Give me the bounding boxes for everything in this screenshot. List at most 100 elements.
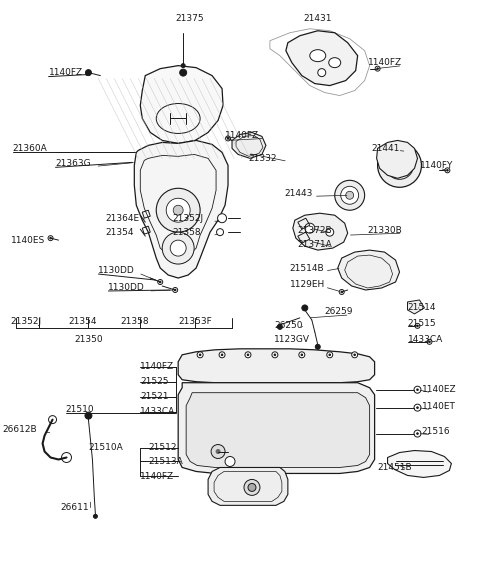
Circle shape: [61, 452, 72, 463]
Circle shape: [85, 70, 91, 75]
Text: 21521: 21521: [140, 392, 169, 401]
Text: 1140FY: 1140FY: [420, 161, 453, 170]
Circle shape: [85, 412, 92, 419]
Circle shape: [159, 281, 161, 283]
Circle shape: [378, 143, 421, 187]
Circle shape: [427, 339, 432, 344]
Circle shape: [173, 205, 183, 215]
Polygon shape: [178, 349, 374, 383]
Circle shape: [170, 240, 186, 256]
Text: 21451B: 21451B: [378, 463, 412, 472]
Circle shape: [219, 352, 225, 358]
Circle shape: [180, 69, 187, 76]
Polygon shape: [232, 132, 266, 158]
Circle shape: [377, 68, 378, 70]
Circle shape: [174, 289, 176, 291]
Circle shape: [197, 352, 203, 358]
Text: 21358: 21358: [120, 317, 149, 327]
Circle shape: [414, 404, 421, 411]
Text: 1140FZ: 1140FZ: [225, 131, 259, 140]
Circle shape: [417, 389, 418, 391]
Text: 21510A: 21510A: [88, 443, 123, 452]
Circle shape: [346, 191, 354, 199]
Text: 21358: 21358: [172, 228, 201, 236]
Circle shape: [216, 449, 220, 453]
Text: 1123GV: 1123GV: [274, 335, 310, 344]
Circle shape: [272, 352, 278, 358]
Circle shape: [199, 354, 201, 356]
Circle shape: [446, 170, 448, 171]
Circle shape: [415, 323, 420, 328]
Polygon shape: [338, 250, 399, 290]
Polygon shape: [286, 31, 358, 86]
Circle shape: [385, 151, 413, 179]
Ellipse shape: [310, 50, 326, 62]
Circle shape: [221, 354, 223, 356]
Circle shape: [445, 168, 450, 173]
Text: 26611: 26611: [60, 503, 89, 512]
Circle shape: [244, 480, 260, 496]
Text: 1140FZ: 1140FZ: [368, 58, 402, 67]
Text: 21510: 21510: [65, 405, 94, 414]
Text: 21515: 21515: [408, 319, 436, 328]
Circle shape: [341, 291, 343, 293]
Text: 21330B: 21330B: [368, 226, 402, 235]
Text: 1129EH: 1129EH: [290, 279, 325, 288]
Circle shape: [417, 407, 418, 408]
Circle shape: [245, 352, 251, 358]
Text: 1140FZ: 1140FZ: [140, 362, 174, 371]
Circle shape: [277, 324, 282, 329]
Circle shape: [216, 228, 224, 236]
Circle shape: [339, 289, 344, 295]
Text: 21332: 21332: [248, 154, 276, 163]
Text: 1140ES: 1140ES: [11, 236, 45, 244]
Circle shape: [226, 136, 230, 141]
Ellipse shape: [329, 58, 341, 67]
Text: 21352J: 21352J: [172, 214, 204, 223]
Circle shape: [301, 354, 302, 356]
Text: 21354: 21354: [69, 317, 97, 327]
Circle shape: [414, 386, 421, 393]
Text: 21431: 21431: [303, 14, 332, 23]
Circle shape: [429, 341, 430, 343]
Circle shape: [48, 416, 57, 424]
Circle shape: [335, 180, 365, 210]
Circle shape: [318, 69, 326, 77]
Circle shape: [417, 433, 418, 435]
Circle shape: [217, 214, 227, 223]
Text: 1140FZ: 1140FZ: [48, 68, 83, 77]
Circle shape: [327, 352, 333, 358]
Text: 1433CA: 1433CA: [408, 335, 443, 344]
Circle shape: [94, 514, 97, 518]
Polygon shape: [408, 300, 424, 314]
Circle shape: [227, 138, 229, 139]
Circle shape: [166, 198, 190, 222]
Circle shape: [274, 354, 276, 356]
Circle shape: [299, 352, 305, 358]
Text: 1140ET: 1140ET: [421, 402, 456, 411]
Text: 21350: 21350: [74, 335, 103, 344]
Polygon shape: [134, 140, 228, 278]
Circle shape: [354, 354, 356, 356]
Text: 21512: 21512: [148, 443, 177, 452]
Polygon shape: [387, 451, 451, 477]
Circle shape: [302, 305, 308, 311]
Circle shape: [173, 287, 178, 292]
Text: 21353F: 21353F: [178, 317, 212, 327]
Circle shape: [341, 186, 359, 204]
Circle shape: [305, 223, 315, 233]
Polygon shape: [140, 66, 223, 143]
Text: 21360A: 21360A: [12, 144, 48, 153]
Text: 21441: 21441: [372, 144, 400, 153]
Circle shape: [225, 456, 235, 467]
Circle shape: [48, 236, 53, 240]
Circle shape: [326, 228, 334, 236]
Polygon shape: [377, 140, 418, 178]
Circle shape: [248, 484, 256, 492]
Text: 1130DD: 1130DD: [108, 283, 145, 292]
Circle shape: [329, 354, 331, 356]
Circle shape: [158, 280, 163, 284]
Circle shape: [414, 430, 421, 437]
Circle shape: [375, 66, 380, 71]
Text: 21372B: 21372B: [298, 226, 333, 235]
